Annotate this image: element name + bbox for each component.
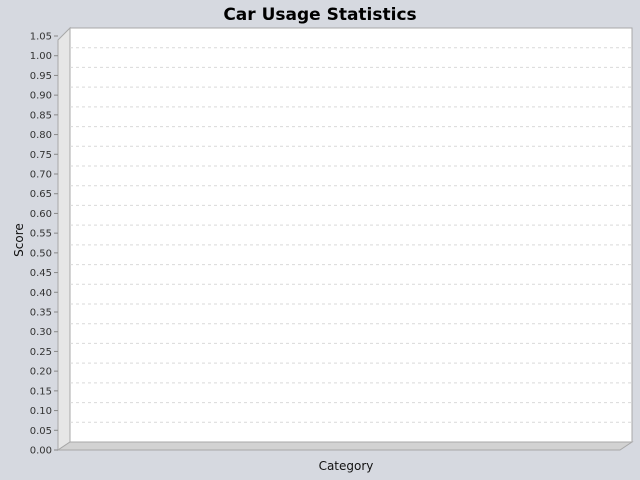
y-tick-label: 0.00 <box>30 446 52 457</box>
y-tick-label: 0.60 <box>30 209 52 220</box>
y-tick-label: 0.40 <box>30 288 52 299</box>
chart-floor <box>56 441 634 451</box>
y-tick-label: 0.10 <box>30 406 52 417</box>
chart-title: Car Usage Statistics <box>223 5 416 25</box>
y-tick-label: 0.25 <box>30 347 52 358</box>
y-tick-label: 0.50 <box>30 248 52 259</box>
plot-area <box>56 26 634 451</box>
grid-lines <box>70 47 632 423</box>
y-tick-label: 1.05 <box>30 32 52 43</box>
y-tick-label: 0.45 <box>30 268 52 279</box>
y-tick-label: 0.90 <box>30 91 52 102</box>
y-tick-label: 0.55 <box>30 229 52 240</box>
y-tick-label: 0.70 <box>30 170 52 181</box>
y-tick-label: 0.05 <box>30 426 52 437</box>
y-tick-label: 0.65 <box>30 189 52 200</box>
y-tick-label: 0.15 <box>30 386 52 397</box>
y-axis-label: Score <box>12 223 26 257</box>
y-tick-label: 0.95 <box>30 71 52 82</box>
chart-back-panel <box>69 27 633 443</box>
x-axis-label: Category <box>319 459 374 473</box>
y-tick-label: 0.80 <box>30 130 52 141</box>
y-tick-label: 0.85 <box>30 110 52 121</box>
y-tick-label: 0.75 <box>30 150 52 161</box>
y-tick-label: 0.30 <box>30 327 52 338</box>
y-tick-label: 0.20 <box>30 367 52 378</box>
y-tick-label: 1.00 <box>30 51 52 62</box>
y-axis-ticks: 0.00 0.05 0.10 0.15 0.20 0.25 0.30 0.35 0.40 0.45… <box>30 32 58 457</box>
y-tick-label: 0.35 <box>30 308 52 319</box>
chart-left-wall <box>57 26 71 451</box>
